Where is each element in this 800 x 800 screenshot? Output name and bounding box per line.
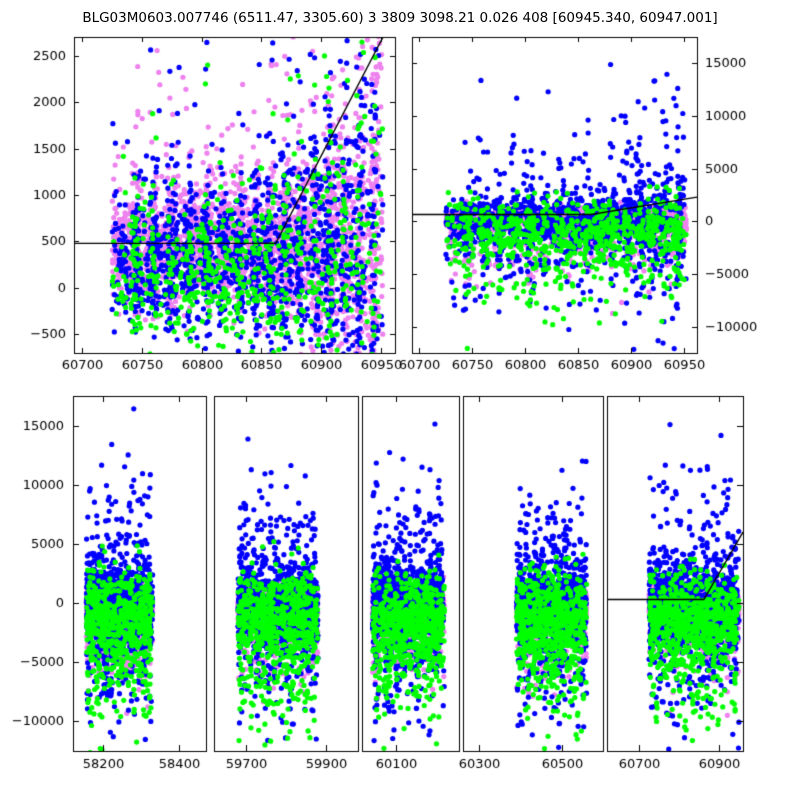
figure-title: BLG03M0603.007746 (6511.47, 3305.60) 3 3… bbox=[82, 10, 718, 26]
